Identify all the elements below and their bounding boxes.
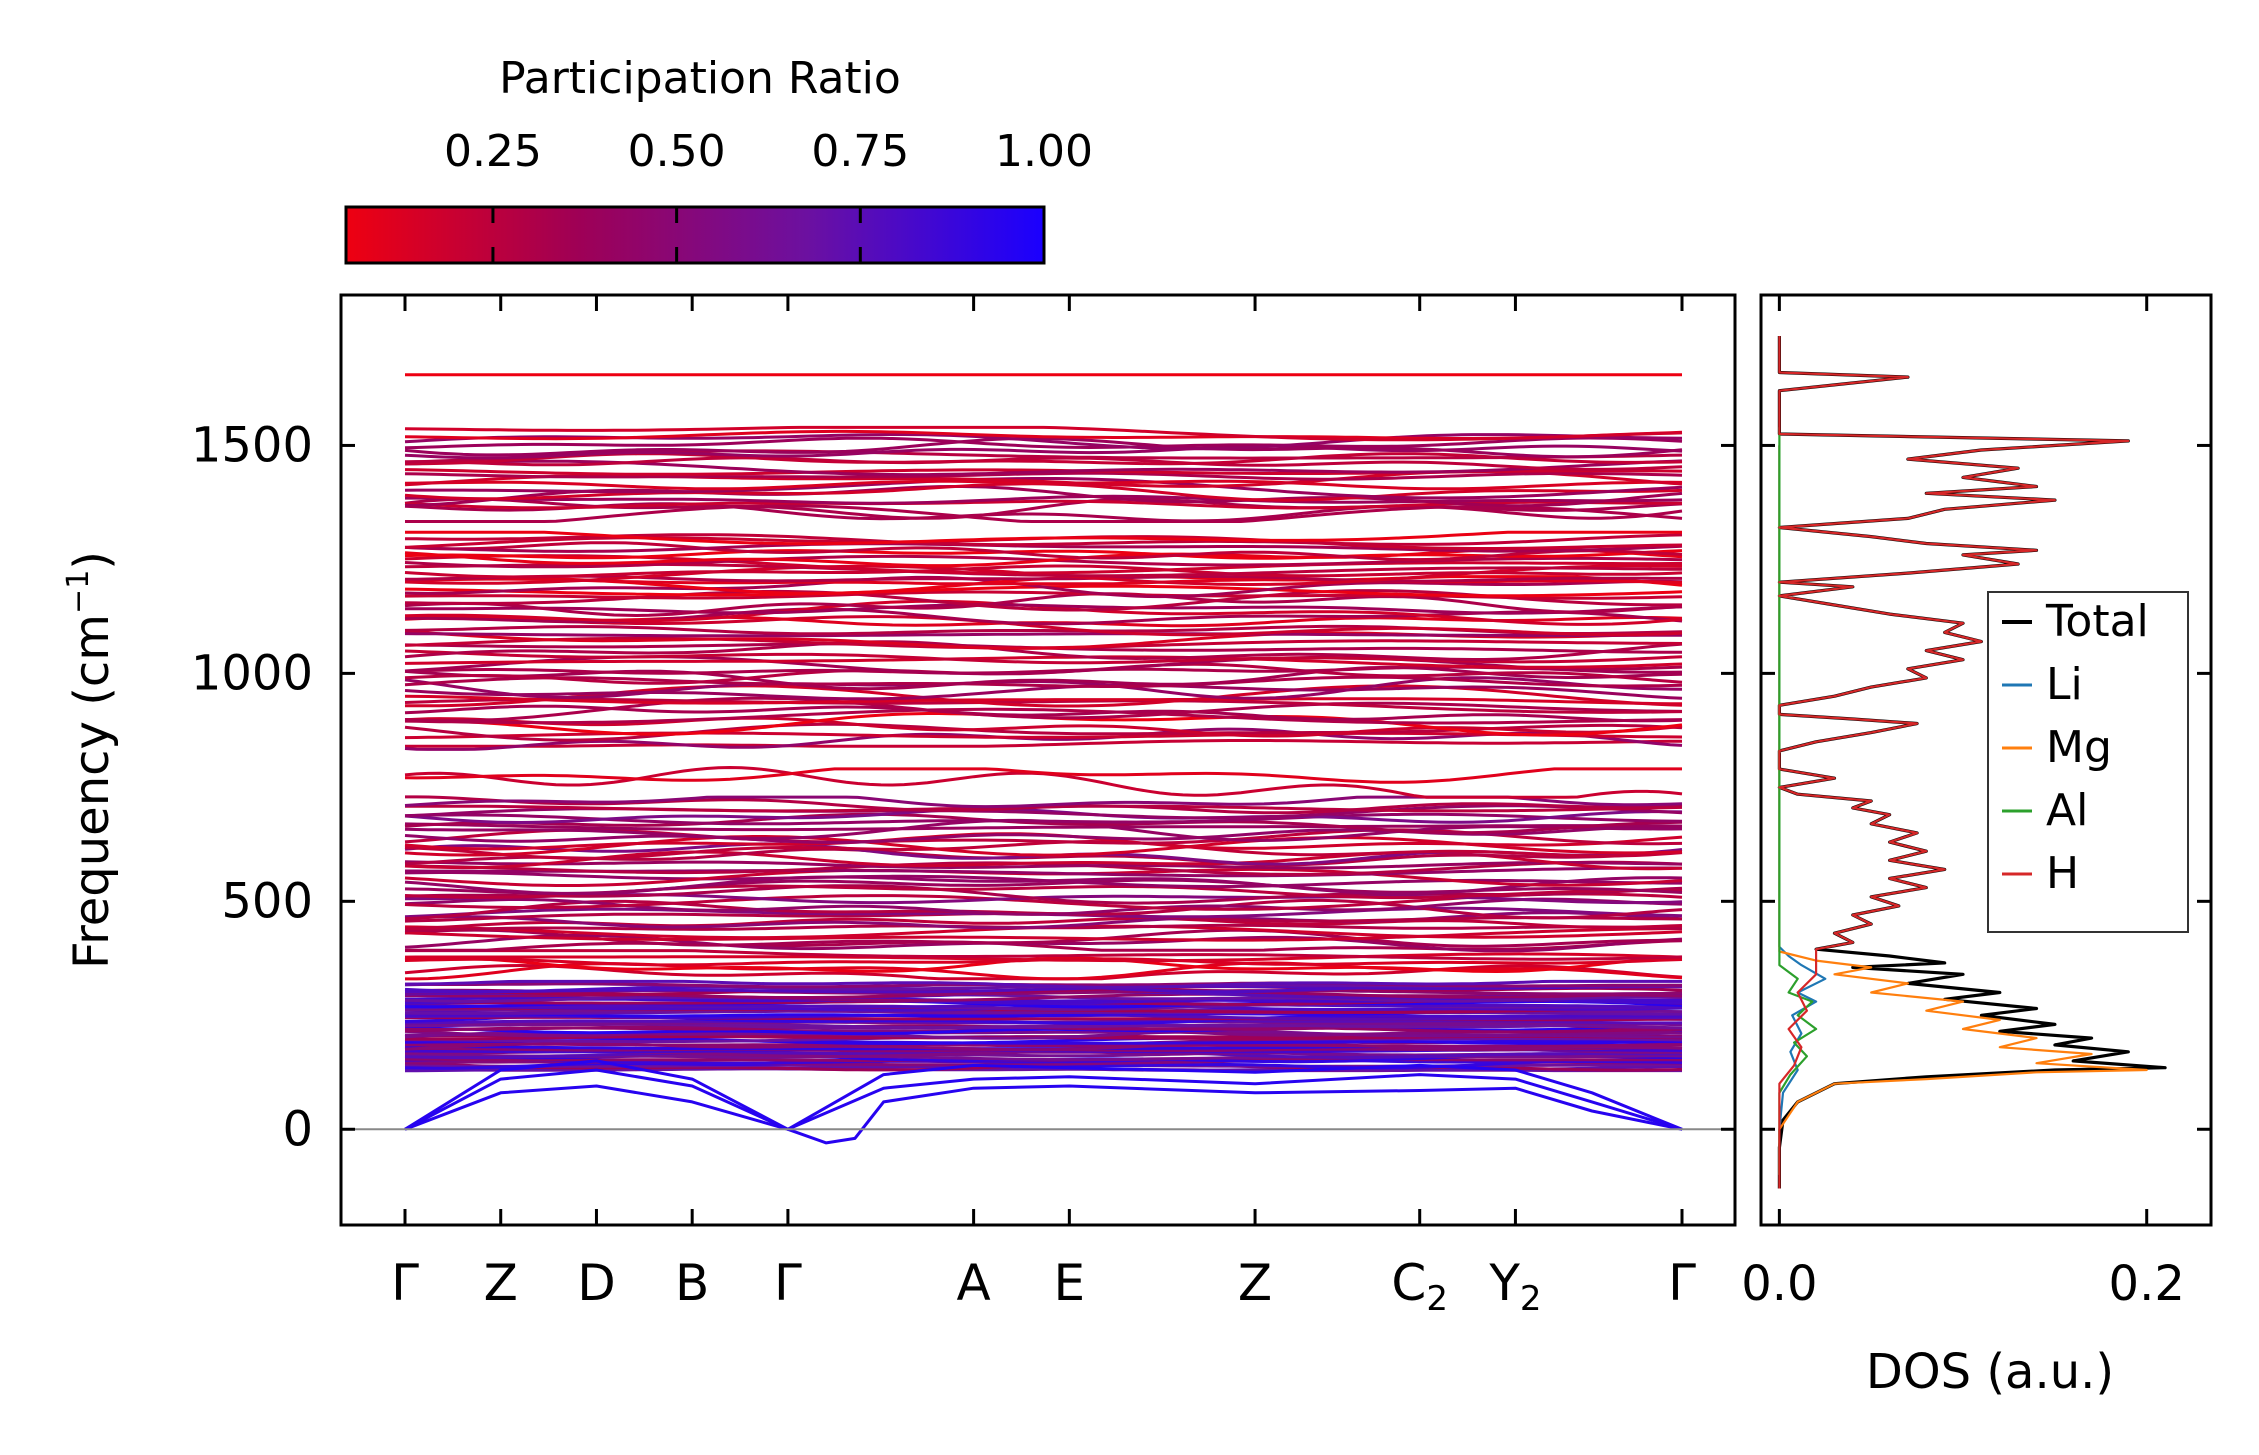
phonon-band	[405, 739, 1683, 748]
dos-x-tick-label: 0.2	[2109, 1256, 2185, 1312]
phonon-band	[404, 696, 1683, 723]
band-y-axis: 0 500 1000 1500	[191, 417, 1735, 1157]
phonon-band	[404, 542, 1683, 553]
legend-entry: Mg	[2046, 722, 2112, 773]
phonon-band	[404, 822, 1683, 832]
y-axis-label: Frequency (cm−1)	[61, 551, 120, 969]
colorbar-title: Participation Ratio	[499, 53, 901, 104]
phonon-band	[404, 615, 1683, 637]
phonon-band	[404, 683, 1683, 701]
phonon-band	[404, 603, 1683, 615]
phonon-band	[404, 649, 1683, 665]
band-structure-panel: 0 500 1000 1500 Γ Z D B Γ A E Z C2 Y2 Γ Frequency (cm…	[61, 293, 1737, 1319]
legend-entry: Total	[2045, 596, 2149, 647]
phonon-band	[404, 471, 1683, 481]
colorbar-tick-label: 0.25	[444, 126, 542, 177]
phonon-band	[404, 716, 1683, 738]
phonon-band	[404, 825, 1683, 845]
colorbar-ticks: 0.25 0.50 0.75 1.00	[444, 126, 1093, 263]
kpoint-label: E	[1054, 1254, 1086, 1312]
kpoint-label: Z	[1238, 1254, 1272, 1312]
band-kpath-axis: Γ Z D B Γ A E Z C2 Y2 Γ	[391, 295, 1696, 1319]
phonon-band	[404, 477, 1683, 500]
acoustic-1-branch	[404, 1084, 1683, 1145]
y-tick-label: 1000	[191, 645, 313, 701]
dos-series-h	[1778, 336, 2130, 1189]
kpoint-label: C2	[1391, 1254, 1448, 1319]
phonon-band	[404, 767, 1682, 784]
phonon-band	[405, 984, 1683, 994]
phonon-band	[405, 1025, 1683, 1036]
phonon-band	[404, 575, 1683, 599]
dos-x-tick-label: 0.0	[1741, 1256, 1817, 1312]
dos-y-ticks	[1761, 443, 2211, 1131]
dos-series-li	[1778, 445, 1827, 1175]
dos-lines	[1777, 336, 2167, 1189]
phonon-band	[404, 549, 1683, 560]
phonon-band	[404, 860, 1683, 870]
phonon-band	[404, 655, 1683, 669]
phonon-band	[405, 494, 1683, 505]
colorbar-tick-label: 1.00	[995, 126, 1093, 177]
phonon-band	[404, 694, 1683, 706]
kpoint-label: Γ	[1668, 1254, 1696, 1312]
phonon-band	[404, 1057, 1683, 1065]
phonon-band	[404, 697, 1683, 714]
phonon-band	[404, 675, 1683, 688]
phonon-band	[404, 812, 1683, 835]
phonon-band	[405, 530, 1682, 546]
acoustic-2-branch	[404, 1068, 1683, 1131]
colorbar: Participation Ratio 0.25 0.50 0.75 1.00	[344, 53, 1093, 265]
phonon-band	[404, 911, 1683, 930]
legend-entry: H	[2046, 848, 2079, 899]
phonon-band	[404, 436, 1683, 459]
kpoint-label: Γ	[774, 1254, 802, 1312]
phonon-band	[404, 884, 1683, 905]
acoustic-3-branch	[404, 1059, 1683, 1131]
y-tick-label: 500	[221, 873, 313, 929]
phonon-band	[404, 952, 1683, 963]
kpoint-label: Z	[484, 1254, 518, 1312]
phonon-band	[404, 592, 1683, 618]
phonon-band	[404, 541, 1683, 562]
dos-x-axis-label: DOS (a.u.)	[1866, 1344, 2114, 1400]
phonon-band	[404, 707, 1683, 725]
kpoint-label: B	[675, 1254, 709, 1312]
y-tick-label: 0	[282, 1101, 313, 1157]
phonon-band	[404, 640, 1683, 661]
legend-entry: Li	[2046, 659, 2083, 710]
phonon-band	[404, 839, 1683, 860]
dos-x-axis: 0.0 0.2	[1741, 295, 2185, 1312]
phonon-band	[404, 436, 1683, 450]
y-tick-label: 1500	[191, 417, 313, 473]
dos-series-mg	[1778, 445, 2148, 1175]
legend-entry: Al	[2046, 785, 2088, 836]
colorbar-tick-label: 0.75	[811, 126, 909, 177]
kpoint-label: D	[577, 1254, 616, 1312]
kpoint-label: A	[957, 1254, 991, 1312]
colorbar-tick-label: 0.50	[628, 126, 726, 177]
phonon-band	[404, 722, 1683, 742]
colorbar-gradient	[344, 205, 1046, 265]
phonon-band	[404, 927, 1682, 942]
phonon-band	[404, 632, 1682, 638]
phonon-band	[404, 444, 1683, 460]
phonon-band	[404, 425, 1683, 442]
kpoint-label: Y2	[1488, 1254, 1541, 1319]
band-axes-frame	[339, 293, 1737, 1227]
phonon-band	[404, 847, 1683, 867]
dos-legend: Total Li Mg Al H	[1987, 591, 2189, 933]
phonon-band	[404, 564, 1683, 579]
phonon-band	[404, 979, 1682, 989]
dos-series-al	[1778, 427, 1818, 1175]
dos-axes-frame	[1759, 293, 2213, 1227]
phonon-band	[404, 456, 1683, 471]
phonon-band	[405, 949, 1683, 961]
phonon-band	[404, 807, 1683, 825]
kpoint-label: Γ	[391, 1254, 419, 1312]
phonon-band	[404, 574, 1682, 583]
dos-panel: 0.0 0.2 DOS (a.u.) Total Li Mg Al H	[1741, 293, 2213, 1400]
band-lines	[404, 373, 1683, 1145]
